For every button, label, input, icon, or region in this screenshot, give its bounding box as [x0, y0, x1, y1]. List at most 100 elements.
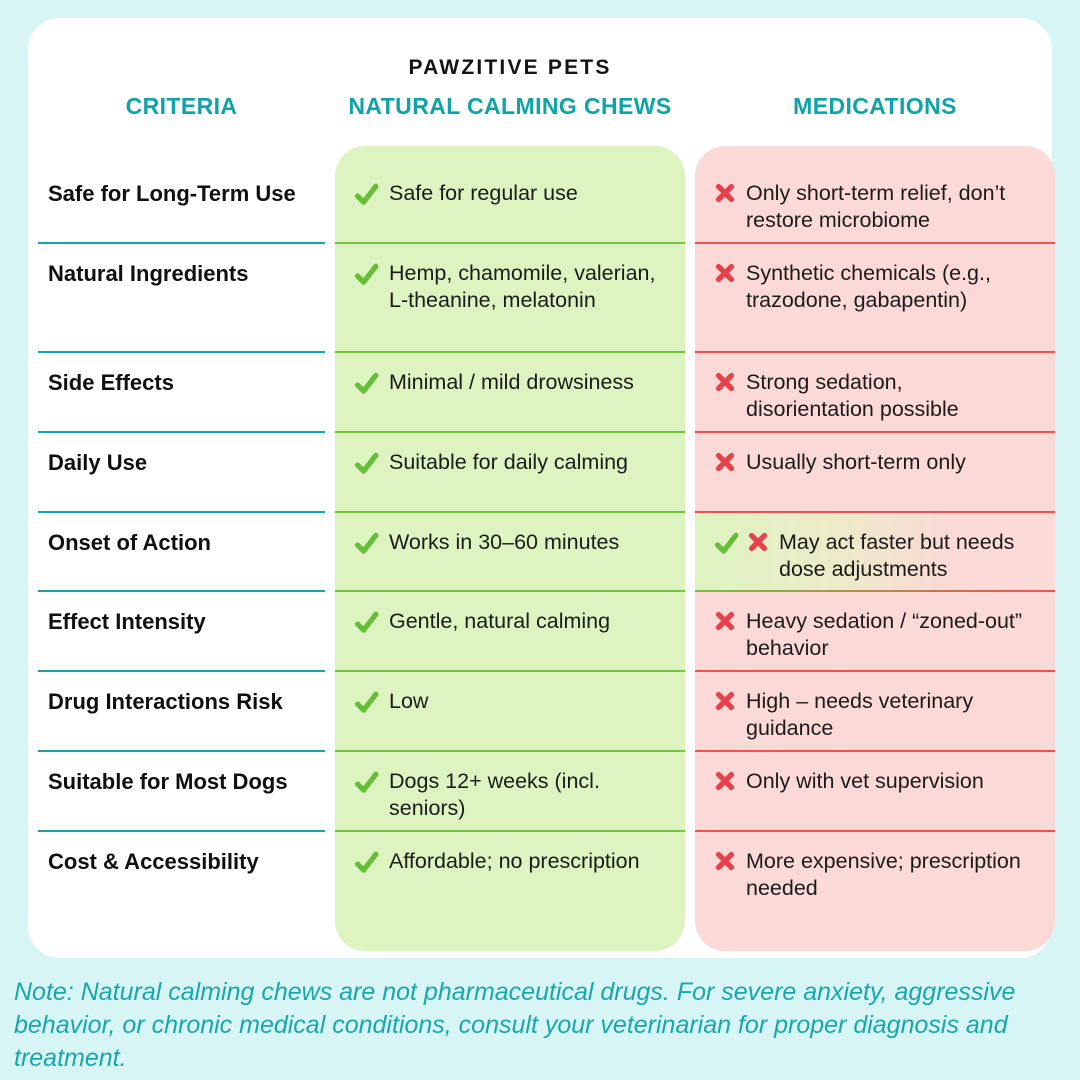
cell-text: Safe for regular use: [389, 181, 578, 205]
chews-column: Safe for regular use Hemp, chamomile, val…: [335, 146, 685, 951]
criteria-cell: Cost & Accessibility: [38, 832, 325, 951]
cell-icons: [353, 530, 380, 556]
check-icon: [353, 609, 380, 635]
criteria-cell: Safe for Long-Term Use: [38, 146, 325, 244]
header-cell-chews: PAWZITIVE PETS NATURAL CALMING CHEWS: [335, 56, 685, 120]
criteria-label: Daily Use: [48, 450, 148, 475]
cell-text: High – needs veterinary guidance: [746, 689, 974, 740]
cell-text: More expensive; prescription needed: [746, 849, 1021, 900]
cell-icons: [353, 769, 380, 795]
cross-icon: [746, 530, 770, 556]
cell-text: Only with vet supervision: [746, 769, 984, 793]
cell-text: Hemp, chamomile, valerian, L-theanine, m…: [389, 261, 656, 312]
cross-icon: [713, 450, 737, 474]
chews-cell: Gentle, natural calming: [335, 592, 685, 672]
criteria-cell: Onset of Action: [38, 513, 325, 592]
cell-icons: [353, 370, 380, 396]
cell-text: Usually short-term only: [746, 450, 966, 474]
cell-icons: [713, 530, 770, 556]
meds-cell: High – needs veterinary guidance: [695, 672, 1055, 752]
cell-text: Minimal / mild drowsiness: [389, 370, 634, 394]
meds-column: Only short-term relief, don’t restore mi…: [695, 146, 1055, 951]
meds-cell: Only with vet supervision: [695, 752, 1055, 832]
cell-text: Strong sedation, disorientation possible: [746, 370, 959, 421]
check-icon: [353, 769, 380, 795]
meds-cell: Strong sedation, disorientation possible: [695, 353, 1055, 433]
check-icon: [353, 689, 380, 715]
meds-cell: Heavy sedation / “zoned-out” behavior: [695, 592, 1055, 672]
meds-cell: May act faster but needs dose adjustment…: [695, 513, 1055, 592]
cell-icons: [713, 181, 737, 205]
chews-cell: Safe for regular use: [335, 146, 685, 244]
cell-icons: [713, 689, 737, 713]
comparison-card: CRITERIA PAWZITIVE PETS NATURAL CALMING …: [28, 18, 1055, 958]
cross-icon: [713, 181, 737, 205]
cell-text: Only short-term relief, don’t restore mi…: [746, 181, 1006, 232]
criteria-cell: Drug Interactions Risk: [38, 672, 325, 752]
cell-icons: [353, 261, 380, 287]
criteria-cell: Side Effects: [38, 353, 325, 433]
cell-icons: [713, 769, 737, 793]
chews-cell: Minimal / mild drowsiness: [335, 353, 685, 433]
criteria-label: Onset of Action: [48, 530, 211, 555]
criteria-label: Side Effects: [48, 370, 174, 395]
criteria-label: Natural Ingredients: [48, 261, 249, 286]
criteria-cell: Suitable for Most Dogs: [38, 752, 325, 832]
column-header-chews: NATURAL CALMING CHEWS: [348, 93, 672, 119]
cell-icons: [353, 450, 380, 476]
chews-cell: Low: [335, 672, 685, 752]
cell-icons: [353, 849, 380, 875]
check-icon: [353, 450, 380, 476]
check-icon: [353, 849, 380, 875]
check-icon: [353, 530, 380, 556]
criteria-label: Safe for Long-Term Use: [48, 181, 296, 206]
cell-text: Works in 30–60 minutes: [389, 530, 620, 554]
criteria-cell: Effect Intensity: [38, 592, 325, 672]
chews-cell: Hemp, chamomile, valerian, L-theanine, m…: [335, 244, 685, 353]
cell-text: Low: [389, 689, 429, 713]
criteria-cell: Daily Use: [38, 433, 325, 513]
cell-text: Heavy sedation / “zoned-out” behavior: [746, 609, 1023, 660]
check-icon: [353, 181, 380, 207]
criteria-label: Cost & Accessibility: [48, 849, 259, 874]
header-cell-meds: MEDICATIONS: [695, 93, 1055, 120]
cross-icon: [713, 609, 737, 633]
cell-icons: [713, 450, 737, 474]
column-header-criteria: CRITERIA: [125, 93, 238, 119]
header-cell-criteria: CRITERIA: [38, 93, 325, 120]
cell-icons: [353, 609, 380, 635]
cross-icon: [713, 689, 737, 713]
cross-icon: [713, 261, 737, 285]
check-icon: [713, 530, 740, 556]
chews-cell: Affordable; no prescription: [335, 832, 685, 951]
table-header: CRITERIA PAWZITIVE PETS NATURAL CALMING …: [28, 18, 1052, 120]
brand-title: PAWZITIVE PETS: [408, 56, 612, 79]
meds-cell: Synthetic chemicals (e.g., trazodone, ga…: [695, 244, 1055, 353]
cell-text: Suitable for daily calming: [389, 450, 629, 474]
cell-text: Affordable; no prescription: [389, 849, 640, 873]
criteria-label: Suitable for Most Dogs: [48, 769, 288, 794]
cell-text: Synthetic chemicals (e.g., trazodone, ga…: [746, 261, 991, 312]
chews-cell: Works in 30–60 minutes: [335, 513, 685, 592]
chews-cell: Dogs 12+ weeks (incl. seniors): [335, 752, 685, 832]
cross-icon: [713, 849, 737, 873]
cell-icons: [713, 849, 737, 873]
meds-cell: Only short-term relief, don’t restore mi…: [695, 146, 1055, 244]
check-icon: [353, 261, 380, 287]
check-icon: [353, 370, 380, 396]
cell-text: May act faster but needs dose adjustment…: [779, 530, 1015, 581]
column-header-meds: MEDICATIONS: [793, 93, 957, 119]
cell-text: Gentle, natural calming: [389, 609, 611, 633]
cell-icons: [713, 370, 737, 394]
cell-text: Dogs 12+ weeks (incl. seniors): [389, 769, 600, 820]
meds-cell: Usually short-term only: [695, 433, 1055, 513]
cross-icon: [713, 769, 737, 793]
criteria-label: Effect Intensity: [48, 609, 206, 634]
disclaimer-note: Note: Natural calming chews are not phar…: [14, 978, 1016, 1072]
criteria-cell: Natural Ingredients: [38, 244, 325, 353]
chews-cell: Suitable for daily calming: [335, 433, 685, 513]
criteria-label: Drug Interactions Risk: [48, 689, 283, 714]
comparison-table: Safe for Long-Term Use Natural Ingredient…: [28, 120, 1055, 951]
cell-icons: [353, 689, 380, 715]
cell-icons: [353, 181, 380, 207]
